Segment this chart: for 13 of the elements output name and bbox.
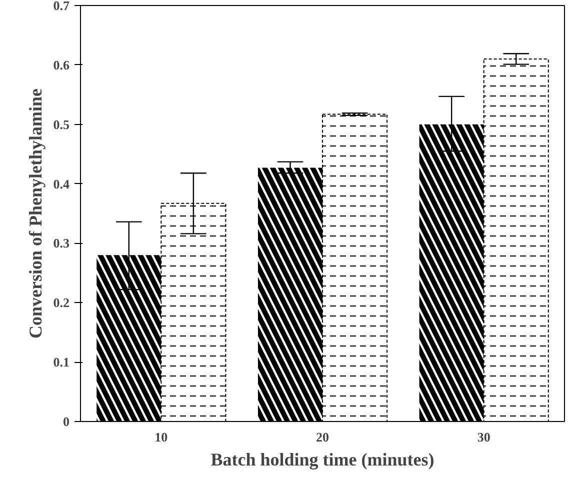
x-tick-label: 20 <box>316 430 329 444</box>
x-tick-label: 30 <box>477 430 490 444</box>
y-tick-label: 0.7 <box>53 0 70 13</box>
y-tick-label: 0.3 <box>53 236 70 251</box>
x-tick-label: 10 <box>154 430 168 444</box>
y-axis-title: Conversion of Phenylethylamine <box>25 88 46 338</box>
y-tick-label: 0.1 <box>53 354 70 370</box>
y-tick-label: 0.4 <box>53 176 70 192</box>
x-axis-title: Batch holding time (minutes) <box>210 450 434 470</box>
y-tick-label: 0 <box>63 414 70 429</box>
y-tick-label: 0.6 <box>53 57 70 72</box>
y-tick-label: 0.2 <box>53 295 70 310</box>
y-tick-label: 0.5 <box>53 116 70 132</box>
